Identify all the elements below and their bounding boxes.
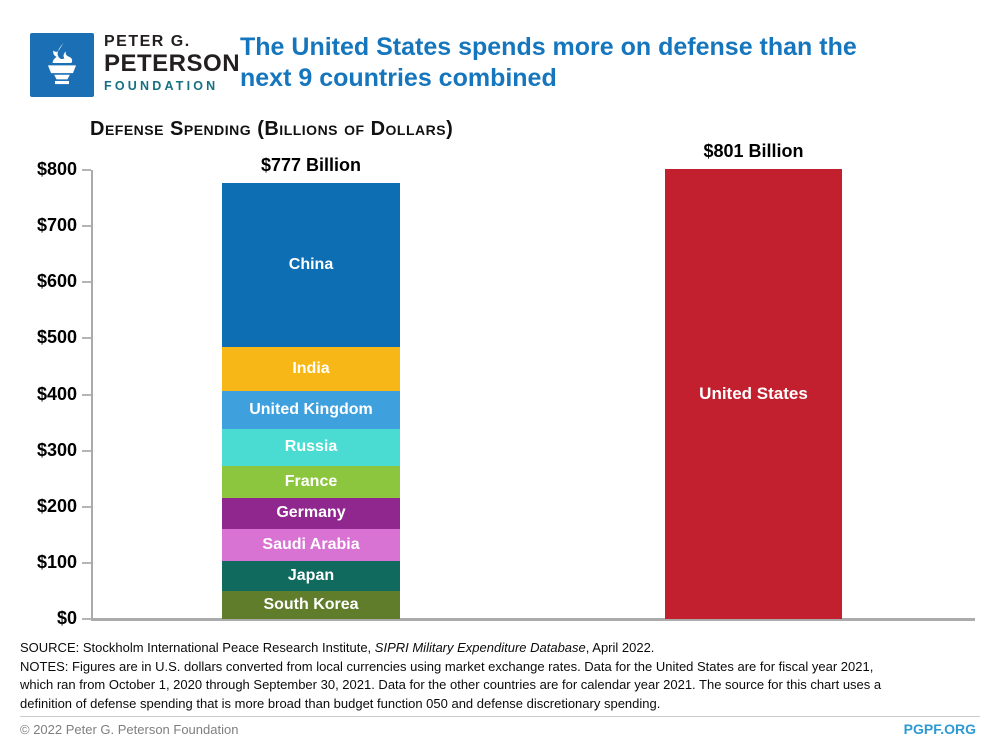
footer-divider [20, 716, 980, 717]
bar-next-9-countries: China India United Kingdom Russia France Germ… [222, 182, 400, 619]
bar-segment-france: France [222, 465, 400, 498]
y-tick-label: $300 [36, 439, 77, 460]
chart-title: Defense Spending (Billions of Dollars) [90, 118, 454, 140]
logo-peterson-label: PETERSON [104, 50, 241, 77]
source-suffix: , April 2022. [585, 640, 655, 655]
notes-line-3: definition of defense spending that is m… [20, 695, 661, 711]
y-tick [82, 505, 91, 508]
y-tick [82, 618, 91, 620]
y-tick-label: $800 [36, 159, 77, 179]
logo-square [30, 33, 94, 97]
y-tick [82, 561, 91, 564]
y-tick-label: $100 [36, 551, 77, 572]
segment-label: United States [699, 384, 808, 404]
segment-label: Germany [276, 504, 346, 522]
segment-label: India [292, 359, 330, 377]
y-tick [82, 393, 91, 396]
segment-label: China [288, 256, 334, 274]
source-note: SOURCE: Stockholm International Peace Re… [20, 639, 982, 658]
logo-text: PETER G. PETERSON FOUNDATION [104, 34, 240, 93]
logo-foundation-label: FOUNDATION [104, 79, 219, 93]
torch-icon [37, 38, 87, 93]
pgpf-org-link[interactable]: PGPF.ORG [903, 721, 976, 737]
logo-peter-g-label: PETER G. [104, 33, 191, 50]
x-axis-line [91, 618, 975, 621]
notes-line-1: NOTES: Figures are in U.S. dollars conve… [20, 658, 874, 674]
y-tick-label: $700 [36, 215, 77, 236]
headline-line-2: next 9 countries combined [240, 64, 557, 92]
bar-segment-united-kingdom: United Kingdom [222, 390, 400, 429]
bar-segment-china: China [222, 182, 400, 348]
y-tick-label: $500 [36, 327, 77, 348]
headline-line-1: The United States spends more on defense… [240, 33, 857, 61]
segment-label: South Korea [263, 595, 359, 613]
source-italic: SIPRI Military Expenditure Database [374, 640, 586, 655]
y-tick [82, 281, 91, 284]
source-prefix: SOURCE: Stockholm International Peace Re… [20, 640, 375, 655]
chart-headline: The United States spends more on defense… [240, 32, 960, 94]
segment-label: Russia [284, 438, 338, 456]
y-tick [82, 169, 91, 171]
bar-segment-germany: Germany [222, 497, 400, 530]
copyright-text: © 2022 Peter G. Peterson Foundation [20, 722, 239, 737]
bar-segment-united-states: United States [665, 169, 842, 619]
bar-total-label: $777 Billion [260, 154, 362, 175]
notes-line-2: which ran from October 1, 2020 through S… [20, 677, 882, 692]
y-tick-label: $200 [36, 495, 77, 516]
plot-area: $0 $100 $200 $300 $400 $500 $600 $700 $800 China I… [37, 141, 975, 628]
y-tick-label: $400 [36, 383, 77, 404]
y-tick [82, 225, 91, 228]
bar-segment-india: India [222, 347, 400, 391]
bar-segment-japan: Japan [222, 560, 400, 591]
segment-label: France [284, 472, 338, 490]
bar-total-label: $801 Billion [703, 141, 804, 162]
bar-segment-south-korea: South Korea [222, 590, 400, 619]
segment-label: Saudi Arabia [262, 535, 360, 553]
bar-united-states: United States [665, 169, 842, 619]
bar-segment-russia: Russia [222, 428, 400, 466]
segment-label: United Kingdom [249, 400, 373, 418]
notes-block: SOURCE: Stockholm International Peace Re… [20, 639, 982, 713]
y-tick-label: $0 [56, 608, 77, 628]
bar-segment-saudi-arabia: Saudi Arabia [222, 529, 400, 561]
segment-label: Japan [287, 566, 335, 584]
y-tick [82, 337, 91, 340]
y-tick-label: $600 [36, 271, 77, 292]
y-tick [82, 449, 91, 452]
y-axis-line [91, 170, 93, 619]
